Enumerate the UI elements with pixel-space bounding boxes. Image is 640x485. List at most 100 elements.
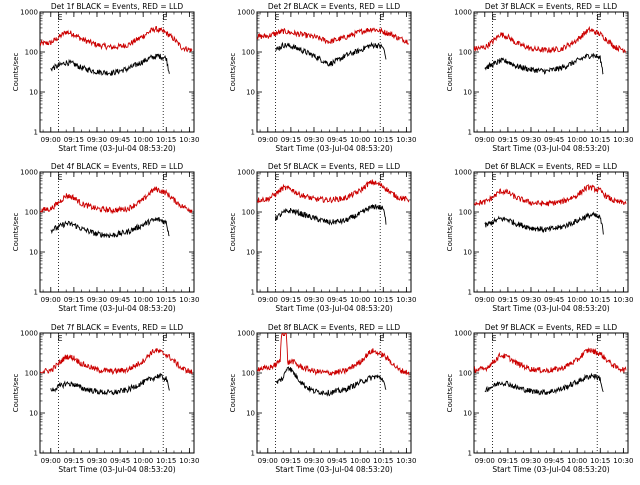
- plot-frame: [473, 11, 629, 133]
- x-tick-label: 09:00: [475, 136, 495, 144]
- plot-frame: [473, 332, 629, 454]
- x-tick-label: 09:30: [87, 457, 107, 465]
- plot-frame: [256, 171, 412, 293]
- x-tick-label: 09:15: [281, 457, 301, 465]
- y-tick-label: 1000: [454, 169, 472, 177]
- panel-title: Det 9f BLACK = Events, RED = LLD: [485, 323, 618, 332]
- x-tick-label: 09:15: [498, 136, 518, 144]
- plot-frame: [39, 332, 195, 454]
- y-tick-label: 10: [29, 249, 38, 257]
- y-tick-label: 1000: [237, 330, 255, 338]
- x-tick-label: 09:30: [521, 457, 541, 465]
- y-tick-label: 1: [468, 289, 472, 297]
- x-tick-label: 10:30: [179, 136, 199, 144]
- series-line-lld: [474, 347, 627, 374]
- panel-3: Det 3f BLACK = Events, RED = LLD 1 10 100 10…: [446, 2, 633, 153]
- panel-title: Det 6f BLACK = Events, RED = LLD: [485, 162, 618, 171]
- y-tick-label: 10: [29, 89, 38, 97]
- y-axis-label: Counts/sec: [229, 53, 237, 92]
- x-tick-label: 10:30: [179, 457, 199, 465]
- series-line-events: [275, 41, 387, 67]
- x-tick-label: 09:30: [521, 136, 541, 144]
- time-marker-label: E: [57, 173, 62, 182]
- x-tick-label: 09:30: [87, 136, 107, 144]
- x-tick-label: 10:00: [567, 136, 587, 144]
- y-tick-label: 10: [29, 410, 38, 418]
- x-tick-label: 10:00: [350, 296, 370, 304]
- x-tick-label: 09:00: [41, 296, 61, 304]
- x-tick-label: 09:00: [258, 136, 278, 144]
- y-tick-label: 1: [34, 129, 38, 137]
- x-tick-label: 09:45: [110, 296, 130, 304]
- x-tick-label: 10:00: [567, 457, 587, 465]
- plot-frame: [39, 11, 195, 133]
- x-tick-label: 09:45: [544, 296, 564, 304]
- series-line-events: [275, 204, 387, 226]
- y-tick-label: 1: [251, 129, 255, 137]
- y-tick-label: 100: [242, 49, 255, 57]
- time-marker-label: E: [274, 173, 279, 182]
- panel-title: Det 2f BLACK = Events, RED = LLD: [268, 2, 401, 11]
- time-marker-label: E: [596, 334, 601, 343]
- x-tick-label: 09:45: [110, 136, 130, 144]
- x-tick-label: 10:30: [396, 296, 416, 304]
- time-marker-label: E: [491, 173, 496, 182]
- x-tick-label: 09:15: [281, 136, 301, 144]
- x-axis-label: Start Time (03-Jul-04 08:53:20): [492, 465, 609, 474]
- time-marker-label: E: [274, 334, 279, 343]
- x-axis-label: Start Time (03-Jul-04 08:53:20): [492, 144, 609, 153]
- y-tick-label: 1000: [454, 330, 472, 338]
- x-tick-label: 09:15: [64, 136, 84, 144]
- panel-2: Det 2f BLACK = Events, RED = LLD 1 10 100 10…: [229, 2, 416, 153]
- y-tick-label: 1000: [454, 9, 472, 17]
- panel-5: Det 5f BLACK = Events, RED = LLD 1 10 100 10…: [229, 162, 416, 313]
- series-line-events: [50, 53, 170, 77]
- y-tick-label: 1: [468, 450, 472, 458]
- y-tick-label: 100: [25, 209, 38, 217]
- time-marker-label: E: [162, 13, 167, 22]
- x-tick-label: 10:15: [156, 296, 176, 304]
- x-tick-label: 09:45: [544, 136, 564, 144]
- y-axis-label: Counts/sec: [12, 53, 20, 92]
- x-axis-label: Start Time (03-Jul-04 08:53:20): [58, 465, 175, 474]
- x-tick-label: 09:15: [498, 457, 518, 465]
- series-line-events: [275, 366, 387, 397]
- y-tick-label: 1000: [20, 169, 38, 177]
- x-tick-label: 09:15: [64, 296, 84, 304]
- panel-6: Det 6f BLACK = Events, RED = LLD 1 10 100 10…: [446, 162, 633, 313]
- panel-8: Det 8f BLACK = Events, RED = LLD 1 10 100 10…: [229, 323, 416, 474]
- x-tick-label: 10:30: [613, 457, 633, 465]
- time-marker-label: E: [379, 334, 384, 343]
- y-tick-label: 100: [25, 370, 38, 378]
- series-line-events: [484, 52, 604, 75]
- panel-title: Det 5f BLACK = Events, RED = LLD: [268, 162, 401, 171]
- x-axis-label: Start Time (03-Jul-04 08:53:20): [492, 304, 609, 313]
- x-tick-label: 09:15: [281, 296, 301, 304]
- x-tick-label: 09:00: [258, 457, 278, 465]
- x-tick-label: 10:00: [350, 136, 370, 144]
- y-tick-label: 100: [25, 49, 38, 57]
- x-tick-label: 10:30: [613, 296, 633, 304]
- x-tick-label: 09:45: [327, 457, 347, 465]
- y-tick-label: 1000: [20, 330, 38, 338]
- y-axis-label: Counts/sec: [229, 213, 237, 252]
- x-tick-label: 10:00: [350, 457, 370, 465]
- panel-title: Det 4f BLACK = Events, RED = LLD: [51, 162, 184, 171]
- y-tick-label: 1: [34, 289, 38, 297]
- time-marker-label: E: [57, 13, 62, 22]
- y-tick-label: 100: [459, 209, 472, 217]
- y-axis-label: Counts/sec: [12, 213, 20, 252]
- time-marker-label: E: [274, 13, 279, 22]
- x-tick-label: 09:45: [327, 296, 347, 304]
- x-tick-label: 10:15: [156, 457, 176, 465]
- x-tick-label: 09:30: [521, 296, 541, 304]
- time-marker-label: E: [57, 334, 62, 343]
- panel-title: Det 7f BLACK = Events, RED = LLD: [51, 323, 184, 332]
- series-line-lld: [257, 333, 410, 376]
- y-tick-label: 10: [463, 249, 472, 257]
- y-axis-label: Counts/sec: [229, 374, 237, 413]
- x-axis-label: Start Time (03-Jul-04 08:53:20): [58, 304, 175, 313]
- y-axis-label: Counts/sec: [446, 213, 454, 252]
